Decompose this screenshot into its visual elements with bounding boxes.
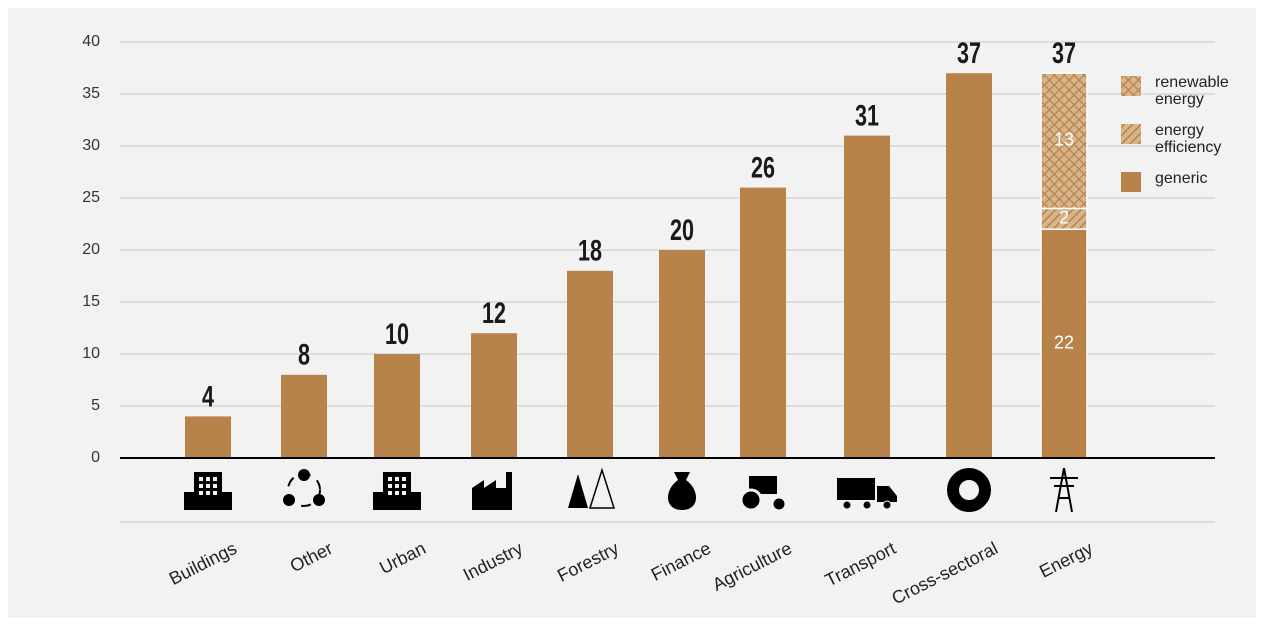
category-icon — [1050, 467, 1078, 513]
total-label: 12 — [482, 296, 506, 330]
bar-segment — [740, 187, 786, 458]
y-tick-label: 40 — [82, 33, 100, 50]
bar-segment — [1040, 72, 1088, 210]
icon-window — [402, 477, 406, 481]
icon-window — [395, 484, 399, 488]
total-label: 37 — [1052, 36, 1076, 70]
icon-shape — [739, 488, 763, 512]
icon-window — [199, 491, 203, 495]
bar-segment — [374, 354, 420, 458]
total-label: 20 — [670, 212, 694, 246]
icon-window — [395, 491, 399, 495]
legend-swatch — [1121, 172, 1141, 192]
icon-shape — [749, 476, 777, 494]
bar-segment — [1040, 228, 1088, 459]
legend-label: generic — [1155, 170, 1208, 187]
total-label: 26 — [751, 150, 775, 184]
bar-segment — [567, 270, 613, 458]
icon-shape — [882, 500, 892, 510]
icon-shape — [842, 500, 852, 510]
icon-shape — [837, 478, 875, 500]
bar-segment — [185, 416, 231, 458]
legend-swatch — [1121, 124, 1141, 144]
icon-window — [402, 484, 406, 488]
icon-shape — [588, 467, 616, 509]
icon-window — [213, 477, 217, 481]
y-tick-label: 0 — [91, 449, 100, 466]
bar-segment — [471, 333, 517, 458]
y-tick-label: 30 — [82, 137, 100, 154]
icon-shape — [947, 468, 991, 512]
bar-segment — [659, 250, 705, 458]
category-icon — [947, 468, 991, 512]
total-label: 31 — [855, 98, 879, 132]
y-tick-label: 10 — [82, 345, 100, 362]
legend-swatch — [1121, 76, 1141, 96]
category-icon — [184, 472, 232, 510]
bar-segment — [946, 73, 992, 458]
y-tick-label: 20 — [82, 241, 100, 258]
icon-window — [388, 491, 392, 495]
category-icon — [568, 467, 616, 509]
icon-window — [206, 484, 210, 488]
icon-shape — [1050, 467, 1078, 513]
icon-shape — [667, 472, 697, 510]
segment-label: 13 — [1054, 130, 1074, 150]
icon-window — [213, 484, 217, 488]
y-tick-label: 5 — [91, 397, 100, 414]
category-icon — [283, 469, 325, 507]
total-label: 37 — [957, 36, 981, 70]
y-tick-label: 35 — [82, 85, 100, 102]
icon-shape — [472, 472, 512, 510]
total-label: 10 — [385, 316, 409, 350]
category-icon — [739, 476, 788, 513]
total-label: 8 — [298, 337, 310, 371]
icon-shape — [877, 486, 897, 502]
category-icon — [837, 478, 897, 510]
legend-label: renewable energy — [1155, 74, 1229, 108]
category-icon — [373, 472, 421, 510]
total-label: 4 — [202, 379, 214, 413]
icon-shape — [568, 474, 588, 508]
segment-label: 22 — [1054, 332, 1074, 352]
icon-window — [388, 484, 392, 488]
icon-window — [213, 491, 217, 495]
icon-window — [402, 491, 406, 495]
y-tick-label: 25 — [82, 189, 100, 206]
icon-shape — [184, 492, 232, 510]
icon-shape — [373, 492, 421, 510]
legend-label: energy efficiency — [1155, 122, 1222, 156]
total-label: 18 — [578, 233, 602, 267]
segment-label: 2 — [1059, 208, 1069, 228]
bar-segment — [281, 374, 327, 458]
icon-shape — [313, 494, 325, 506]
category-icon — [472, 472, 512, 510]
icon-window — [199, 477, 203, 481]
icon-window — [388, 477, 392, 481]
icon-shape — [283, 494, 295, 506]
icon-window — [395, 477, 399, 481]
bar-segment — [844, 135, 890, 458]
icon-shape — [287, 473, 321, 507]
icon-window — [206, 477, 210, 481]
icon-window — [206, 491, 210, 495]
icon-shape — [770, 495, 788, 513]
y-tick-label: 15 — [82, 293, 100, 310]
icon-shape — [862, 500, 872, 510]
category-icon — [667, 472, 697, 510]
icon-window — [199, 484, 203, 488]
